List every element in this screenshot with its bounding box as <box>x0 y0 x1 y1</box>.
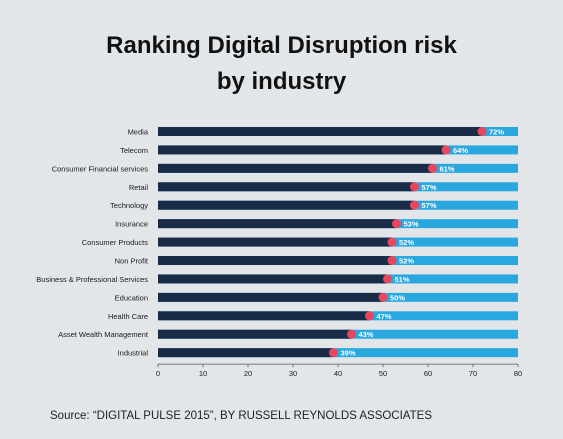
category-label: Retail <box>129 183 149 192</box>
data-label: 61% <box>440 164 455 173</box>
category-label: Insurance <box>115 220 148 229</box>
bar <box>158 219 397 229</box>
value-marker <box>441 145 451 155</box>
value-marker <box>383 274 392 284</box>
x-tick-label: 30 <box>289 369 297 378</box>
category-label: Education <box>115 293 148 302</box>
x-tick-label: 40 <box>334 369 342 378</box>
data-label: 53% <box>404 220 419 229</box>
category-label: Media <box>128 128 149 137</box>
category-label: Business & Professional Services <box>36 275 148 284</box>
data-label: 64% <box>453 146 468 155</box>
bar <box>158 329 352 339</box>
x-tick-label: 80 <box>514 369 522 378</box>
x-tick-label: 20 <box>244 369 252 378</box>
chart-title-line-1: Ranking Digital Disruption risk <box>106 32 457 59</box>
category-label: Non Profit <box>115 257 149 266</box>
data-label: 52% <box>399 257 414 266</box>
bar <box>158 237 392 247</box>
bar <box>158 127 482 136</box>
value-marker <box>378 292 388 302</box>
category-label: Technology <box>110 201 148 210</box>
bar <box>158 182 415 192</box>
value-marker <box>410 182 419 192</box>
category-label: Telecom <box>120 146 148 155</box>
data-label: 57% <box>422 183 437 192</box>
data-label: 43% <box>359 330 374 339</box>
value-marker <box>387 256 397 266</box>
bar <box>158 256 392 266</box>
x-tick-label: 70 <box>469 369 477 378</box>
chart-title-line-2: by industry <box>216 68 347 95</box>
x-tick-label: 50 <box>379 369 387 378</box>
value-marker <box>365 311 374 321</box>
chart-title: Ranking Digital Disruption risk by indus… <box>0 28 563 100</box>
data-label: 39% <box>341 349 356 358</box>
data-label: 52% <box>399 238 414 247</box>
category-label: Consumer Products <box>82 238 149 247</box>
value-marker <box>392 219 401 229</box>
x-tick-label: 60 <box>424 369 432 378</box>
x-tick-label: 0 <box>156 369 160 378</box>
bar <box>158 163 433 173</box>
x-tick-label: 10 <box>199 369 207 378</box>
category-label: Industrial <box>118 349 149 358</box>
category-label: Health Care <box>108 312 148 321</box>
data-label: 51% <box>395 275 410 284</box>
data-label: 47% <box>377 312 392 321</box>
category-label: Consumer Financial services <box>52 164 149 173</box>
data-label: 72% <box>489 128 504 137</box>
bar <box>158 348 334 358</box>
data-label: 50% <box>390 293 405 302</box>
source-note: Source: “DIGITAL PULSE 2015”, BY RUSSELL… <box>50 410 432 422</box>
value-marker <box>387 237 397 247</box>
bar <box>158 311 370 321</box>
bar <box>158 292 383 302</box>
bar <box>158 200 415 210</box>
bar <box>158 145 446 155</box>
category-label: Asset Wealth Management <box>58 330 149 339</box>
value-marker <box>329 348 338 358</box>
value-marker <box>347 329 356 339</box>
data-label: 57% <box>422 201 437 210</box>
value-marker <box>428 163 437 173</box>
value-marker <box>477 127 487 136</box>
bar <box>158 274 388 284</box>
value-marker <box>410 200 419 210</box>
